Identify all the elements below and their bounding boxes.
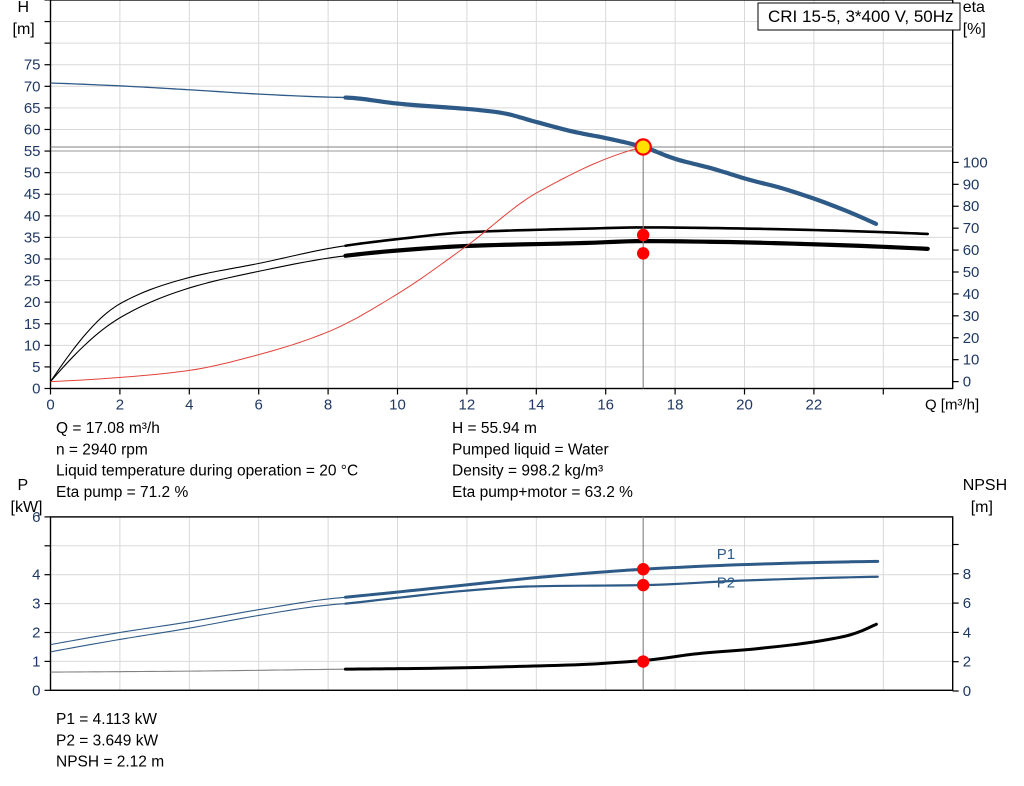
svg-text:4: 4: [963, 624, 971, 641]
svg-text:0: 0: [32, 682, 40, 699]
svg-text:65: 65: [24, 100, 41, 117]
svg-text:4: 4: [32, 567, 40, 584]
svg-text:Density = 998.2 kg/m³: Density = 998.2 kg/m³: [452, 463, 603, 480]
svg-text:40: 40: [963, 286, 980, 303]
svg-text:CRI 15-5, 3*400 V, 50Hz: CRI 15-5, 3*400 V, 50Hz: [768, 7, 954, 26]
svg-text:0: 0: [963, 374, 971, 391]
svg-text:6: 6: [963, 595, 971, 612]
svg-text:P1 = 4.113 kW: P1 = 4.113 kW: [56, 711, 157, 728]
svg-text:P2: P2: [717, 575, 735, 592]
svg-text:P1: P1: [717, 546, 735, 563]
svg-text:5: 5: [32, 359, 40, 376]
svg-text:30: 30: [24, 251, 41, 268]
svg-text:0: 0: [963, 683, 971, 700]
svg-text:16: 16: [597, 397, 614, 414]
svg-text:Pumped liquid = Water: Pumped liquid = Water: [452, 441, 609, 458]
svg-text:20: 20: [963, 330, 980, 347]
svg-text:Eta pump+motor = 63.2 %: Eta pump+motor = 63.2 %: [452, 484, 633, 501]
svg-text:60: 60: [963, 242, 980, 259]
svg-text:eta: eta: [963, 0, 985, 16]
svg-text:80: 80: [963, 198, 980, 215]
svg-text:P: P: [18, 477, 29, 494]
svg-text:30: 30: [963, 308, 980, 325]
svg-text:n = 2940 rpm: n = 2940 rpm: [56, 441, 148, 458]
svg-text:0: 0: [46, 397, 54, 414]
svg-text:[kW]: [kW]: [11, 499, 43, 516]
svg-text:22: 22: [806, 397, 823, 414]
svg-text:H = 55.94 m: H = 55.94 m: [452, 420, 537, 437]
svg-text:[%]: [%]: [963, 21, 986, 38]
svg-text:1: 1: [32, 653, 40, 670]
svg-text:60: 60: [24, 121, 41, 138]
svg-text:15: 15: [24, 316, 41, 333]
svg-text:[m]: [m]: [971, 499, 993, 516]
svg-text:50: 50: [963, 264, 980, 281]
svg-text:8: 8: [963, 566, 971, 583]
svg-text:[m]: [m]: [13, 21, 35, 38]
svg-text:P2 = 3.649 kW: P2 = 3.649 kW: [56, 732, 158, 749]
svg-text:40: 40: [24, 208, 41, 225]
svg-text:Q [m³/h]: Q [m³/h]: [925, 397, 979, 414]
svg-text:12: 12: [459, 397, 476, 414]
svg-text:NPSH = 2.12 m: NPSH = 2.12 m: [56, 754, 164, 771]
svg-text:3: 3: [32, 596, 40, 613]
svg-text:6: 6: [255, 397, 263, 414]
svg-text:H: H: [18, 0, 30, 16]
svg-text:45: 45: [24, 186, 41, 203]
svg-text:2: 2: [963, 654, 971, 671]
svg-text:2: 2: [116, 397, 124, 414]
svg-text:75: 75: [24, 57, 41, 74]
svg-text:10: 10: [24, 337, 41, 354]
svg-text:2: 2: [32, 625, 40, 642]
svg-text:10: 10: [389, 397, 406, 414]
svg-text:NPSH: NPSH: [963, 477, 1007, 494]
svg-text:0: 0: [32, 381, 40, 398]
svg-text:18: 18: [667, 397, 684, 414]
svg-text:14: 14: [528, 397, 545, 414]
svg-text:90: 90: [963, 176, 980, 193]
svg-text:20: 20: [736, 397, 753, 414]
svg-text:20: 20: [24, 294, 41, 311]
svg-text:55: 55: [24, 143, 41, 160]
svg-text:Eta pump = 71.2 %: Eta pump = 71.2 %: [56, 484, 188, 501]
svg-text:50: 50: [24, 165, 41, 182]
svg-text:70: 70: [24, 78, 41, 95]
svg-text:4: 4: [185, 397, 193, 414]
svg-text:35: 35: [24, 229, 41, 246]
svg-text:100: 100: [963, 154, 988, 171]
svg-text:25: 25: [24, 273, 41, 290]
svg-text:Q = 17.08 m³/h: Q = 17.08 m³/h: [56, 420, 160, 437]
svg-text:Liquid temperature during oper: Liquid temperature during operation = 20…: [56, 463, 358, 480]
svg-text:70: 70: [963, 220, 980, 237]
svg-text:10: 10: [963, 352, 980, 369]
svg-text:8: 8: [324, 397, 332, 414]
